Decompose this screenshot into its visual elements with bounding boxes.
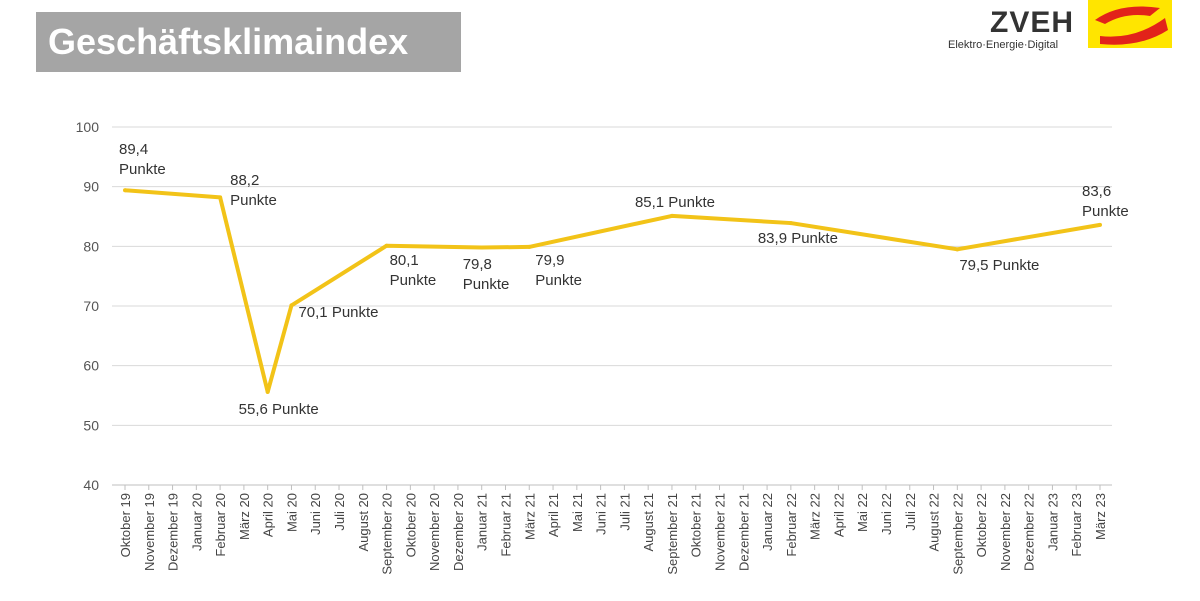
x-tick-label: Juni 22: [879, 493, 894, 535]
x-tick-label: Oktober 20: [403, 493, 418, 557]
data-label: 80,1 Punkte: [389, 251, 437, 289]
logo-mark: [1088, 0, 1172, 48]
point: [218, 195, 223, 200]
data-label: 79,9 Punkte: [535, 251, 582, 289]
x-tick-label: Mai 21: [570, 493, 585, 532]
x-tick-label: Juni 20: [308, 493, 323, 535]
x-tick-label: März 22: [808, 493, 823, 540]
x-tick-label: Januar 20: [189, 493, 204, 551]
chart-title: Geschäftsklimaindex: [36, 12, 461, 72]
x-tick-label: Dezember 21: [736, 493, 751, 571]
x-tick-label: September 22: [950, 493, 965, 575]
data-label: 89,4 Punkte: [119, 141, 166, 179]
x-tick-label: Oktober 22: [974, 493, 989, 557]
x-tick-label: Juli 22: [903, 493, 918, 531]
y-tick-label: 50: [83, 417, 99, 433]
x-tick-label: Juni 21: [594, 493, 609, 535]
y-tick-label: 70: [83, 298, 99, 314]
point: [669, 213, 674, 218]
x-tick-label: November 19: [142, 493, 157, 571]
x-tick-label: September 20: [380, 493, 395, 575]
y-tick-label: 40: [83, 477, 99, 493]
x-tick-label: November 21: [713, 493, 728, 571]
x-tick-label: November 22: [998, 493, 1013, 571]
x-tick-label: April 22: [831, 493, 846, 537]
x-tick-label: August 22: [927, 493, 942, 552]
x-tick-label: Dezember 22: [1022, 493, 1037, 571]
y-tick-label: 90: [83, 179, 99, 195]
point: [265, 389, 270, 394]
data-label: 85,1 Punkte: [634, 193, 715, 211]
data-label: 83,6 Punkte: [1082, 182, 1129, 220]
x-tick-label: August 21: [641, 493, 656, 552]
x-tick-label: Mai 20: [284, 493, 299, 532]
x-tick-label: Januar 22: [760, 493, 775, 551]
point: [289, 303, 294, 308]
data-label: 83,9 Punkte: [757, 230, 838, 248]
point: [527, 244, 532, 249]
x-tick-label: Juli 20: [332, 493, 347, 531]
x-tick-label: April 21: [546, 493, 561, 537]
data-label: 88,2 Punkte: [230, 172, 277, 210]
y-tick-label: 80: [83, 238, 99, 254]
x-tick-label: August 20: [356, 493, 371, 552]
x-tick-label: Mai 22: [855, 493, 870, 532]
point: [1098, 222, 1102, 227]
x-tick-label: Januar 21: [475, 493, 490, 551]
y-tick-label: 60: [83, 358, 99, 374]
x-tick-label: Januar 23: [1045, 493, 1060, 551]
point: [123, 188, 127, 193]
x-tick-label: März 23: [1093, 493, 1108, 540]
x-tick-label: Februar 21: [498, 493, 513, 557]
x-tick-label: Februar 23: [1069, 493, 1084, 557]
data-label: 55,6 Punkte: [238, 400, 319, 418]
point: [479, 245, 484, 250]
point: [788, 221, 793, 226]
x-tick-label: Oktober 21: [689, 493, 704, 557]
data-label: 79,5 Punkte: [959, 257, 1040, 275]
x-tick-label: September 21: [665, 493, 680, 575]
data-label: 79,8 Punkte: [462, 255, 510, 293]
logo-tagline: Elektro·Energie·Digital: [948, 39, 1059, 51]
x-tick-label: März 20: [237, 493, 252, 540]
line: [124, 188, 1101, 394]
x-tick-label: Februar 22: [784, 493, 799, 557]
x-tick-label: Dezember 19: [166, 493, 181, 571]
x-tick-label: Oktober 19: [118, 493, 133, 557]
x-tick-label: Februar 20: [213, 493, 228, 557]
logo-name: ZVEH: [990, 6, 1075, 39]
x-tick-label: März 21: [522, 493, 537, 540]
data-label: 70,1 Punkte: [298, 304, 379, 322]
point: [955, 247, 960, 252]
x-tick-label: Dezember 20: [451, 493, 466, 571]
x-tick-label: Juli 21: [617, 493, 632, 531]
point: [384, 243, 389, 248]
x-tick-label: November 20: [427, 493, 442, 571]
y-tick-label: 100: [76, 119, 100, 135]
x-tick-label: April 20: [261, 493, 276, 537]
